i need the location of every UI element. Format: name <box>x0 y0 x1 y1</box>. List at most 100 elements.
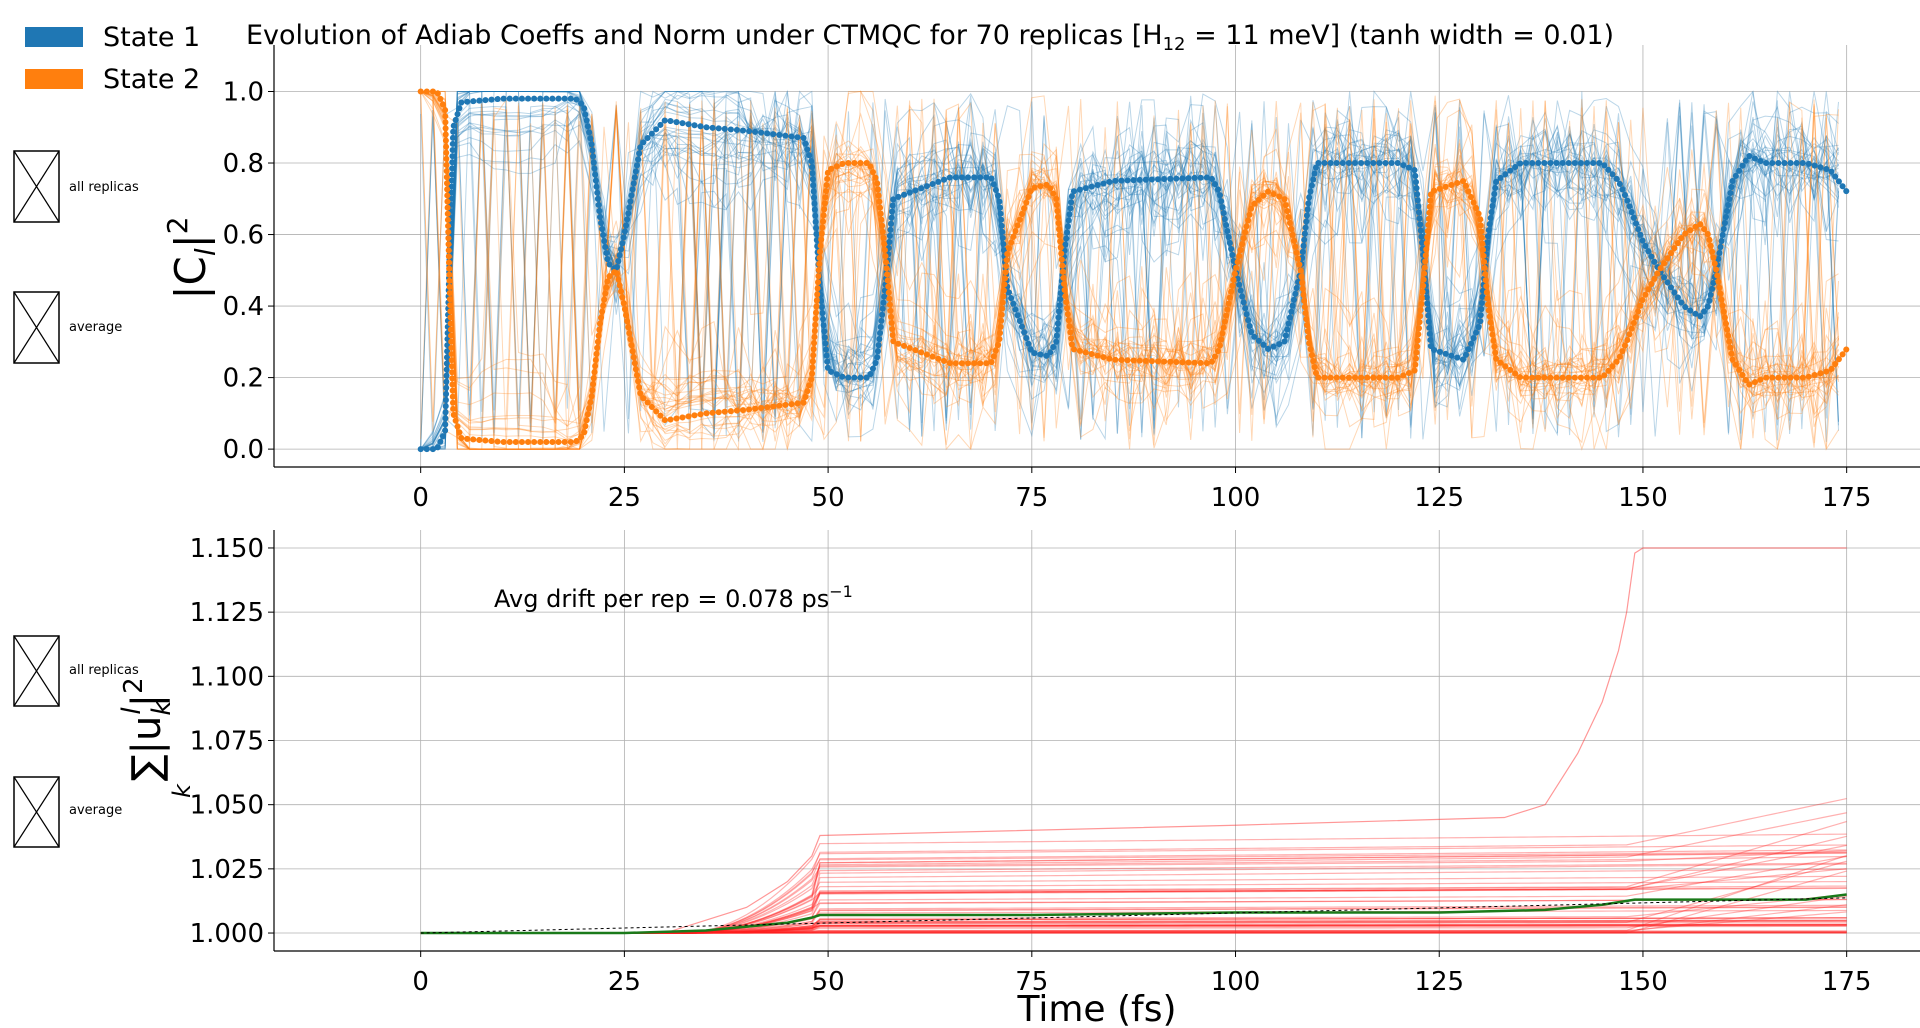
replica-line <box>420 91 1839 450</box>
drift-fit-line <box>420 897 1847 934</box>
replica-line <box>420 94 1840 450</box>
outlier-replica-line <box>420 547 1847 934</box>
checkbox-box[interactable] <box>13 776 60 848</box>
x-tick-label: 0 <box>412 967 429 997</box>
y-tick-label: 0.4 <box>223 292 264 322</box>
replica-line <box>420 90 1839 450</box>
replica-line <box>420 91 1840 450</box>
y-tick-label: 0.0 <box>223 435 264 465</box>
y-tick-label: 1.025 <box>190 855 264 885</box>
replica-line <box>420 90 1840 450</box>
replica-line <box>420 90 1839 441</box>
checkbox-bottom-all-replicas[interactable]: all replicas <box>13 635 139 707</box>
replica-line <box>420 100 1839 450</box>
x-axis-label: Time (fs) <box>1016 989 1176 1028</box>
chart-title-subscript: 12 <box>1163 34 1186 55</box>
replica-line <box>420 90 1840 450</box>
checkbox-label: all replicas <box>69 663 139 678</box>
replica-line <box>420 91 1839 450</box>
replica-line <box>420 91 1840 450</box>
replica-line <box>420 99 1839 450</box>
replica-line <box>420 90 1839 450</box>
replica-line <box>420 90 1839 450</box>
replica-line <box>420 91 1839 450</box>
replica-line <box>420 90 1839 438</box>
replica-line <box>420 90 1839 437</box>
x-tick-label: 150 <box>1618 967 1668 997</box>
average-line <box>417 88 1850 445</box>
y-tick-label: 1.000 <box>190 919 264 949</box>
replica-line <box>420 89 1839 450</box>
chart-title-main: Evolution of Adiab Coeffs and Norm under… <box>246 20 1163 51</box>
y-tick-label: 1.100 <box>190 662 264 692</box>
replica-line <box>420 90 1839 450</box>
legend-label-state-1: State 1 <box>103 22 200 53</box>
replica-line <box>420 90 1840 450</box>
checkbox-box[interactable] <box>13 150 60 223</box>
replica-line <box>420 91 1839 451</box>
legend-swatch-state-2 <box>25 69 83 89</box>
y-axis-label-bar: | <box>166 234 215 248</box>
x-tick-label: 125 <box>1414 483 1464 513</box>
annotation-superscript: −1 <box>829 582 853 601</box>
y-axis-label-sum-index: k <box>168 783 196 798</box>
x-tick-label: 25 <box>608 483 641 513</box>
replica-lines <box>420 89 1840 452</box>
replica-line <box>420 91 1839 450</box>
grid <box>274 45 1920 467</box>
replica-line <box>420 91 1839 450</box>
x-tick-label: 100 <box>1211 483 1261 513</box>
x-tick-label: 50 <box>812 967 845 997</box>
replica-line <box>420 90 1839 450</box>
y-tick-label: 1.150 <box>190 534 264 564</box>
y-tick-label: 0.2 <box>223 364 264 394</box>
x-tick-label: 150 <box>1618 483 1668 513</box>
replica-line <box>420 91 1840 450</box>
axes: 0 25 50 75 100 125 150 175 0.0 0.2 0.4 0.6 0.8 1.0 <box>223 45 1920 513</box>
replica-line <box>420 91 1839 450</box>
replica-line <box>420 90 1839 450</box>
x-tick-label: 25 <box>608 967 641 997</box>
y-tick-label: 1.0 <box>223 77 264 107</box>
x-tick-label: 100 <box>1211 967 1261 997</box>
replica-line <box>420 90 1839 450</box>
checkbox-label: all replicas <box>69 180 139 195</box>
legend-label-state-2: State 2 <box>103 64 200 95</box>
y-tick-label: 1.050 <box>190 791 264 821</box>
checkbox-top-average[interactable]: average <box>13 291 122 364</box>
replica-line <box>420 90 1840 450</box>
replica-line <box>420 90 1839 442</box>
replica-line <box>420 90 1839 448</box>
series-layer <box>417 88 1850 453</box>
checkbox-top-all-replicas[interactable]: all replicas <box>13 150 139 223</box>
y-axis-label-superscript: 2 <box>161 216 194 234</box>
replica-line <box>420 99 1839 450</box>
annotation-text: Avg drift per rep = 0.078 ps <box>494 585 829 613</box>
replica-line <box>420 91 1839 450</box>
y-axis-label: |Cl|2 <box>161 216 222 299</box>
y-axis-label: ∑|ukl|2 k <box>106 665 196 798</box>
coefficients-plot: 0 25 50 75 100 125 150 175 0.0 0.2 0.4 0.6 0.8 1.0 |C… <box>161 45 1920 513</box>
replica-line <box>420 91 1839 450</box>
series-layer <box>420 547 1847 935</box>
x-tick-label: 175 <box>1822 967 1872 997</box>
replica-line <box>420 90 1840 451</box>
replica-line <box>420 91 1840 450</box>
replica-line <box>420 91 1839 450</box>
checkbox-bottom-average[interactable]: average <box>13 776 122 848</box>
replica-line <box>420 91 1839 450</box>
replica-line <box>420 90 1839 451</box>
replica-line <box>420 92 1839 450</box>
y-tick-label: 1.075 <box>190 727 264 757</box>
checkbox-box[interactable] <box>13 291 60 364</box>
replica-line <box>420 90 1839 450</box>
norm-plot: 0 25 50 75 100 125 150 175 1.000 1.025 1.050 1.075 1… <box>106 530 1920 1028</box>
replica-line <box>420 90 1839 450</box>
replica-line <box>420 89 1840 452</box>
checkbox-cross-icon <box>13 291 60 364</box>
checkbox-box[interactable] <box>13 635 60 707</box>
replica-line <box>420 90 1839 450</box>
replica-line <box>420 90 1839 449</box>
chart-title-rest: = 11 meV] (tanh width = 0.01) <box>1186 20 1615 51</box>
